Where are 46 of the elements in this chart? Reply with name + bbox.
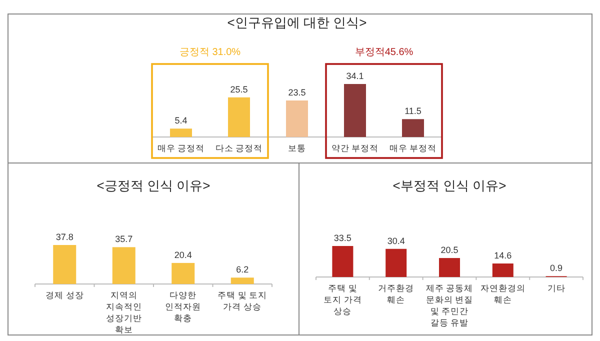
data-label: 25.5 (230, 84, 248, 94)
bar (402, 119, 424, 137)
data-label: 11.5 (404, 106, 422, 116)
x-tick-label: 다소 긍정적 (215, 143, 263, 153)
bar (492, 263, 514, 277)
bar (332, 246, 354, 277)
x-tick-label: 주택 및 토지 가격 상승 (218, 290, 268, 312)
bar (112, 247, 136, 284)
bar (230, 278, 254, 284)
text: 부정적45.6% (354, 47, 414, 58)
chart-title: <부정적 인식 이유> (392, 178, 506, 193)
x-tick-label: 자연환경의 훼손 (480, 283, 526, 304)
data-label: 0.9 (550, 263, 563, 274)
x-tick-label: 보통 (288, 143, 306, 153)
chart-title: <인구유입에 대한 인식> (227, 15, 367, 30)
x-tick-label: 기타 (547, 283, 566, 293)
bar (344, 84, 366, 137)
bar (286, 100, 308, 137)
bar (386, 248, 407, 277)
data-label: 33.5 (334, 233, 352, 243)
data-label: 37.8 (56, 232, 74, 242)
bar (228, 97, 250, 137)
x-tick-label: 제주 공동체 문화의 변질 및 주민간 갈등 유발 (426, 283, 474, 328)
bar (53, 245, 76, 284)
text: 긍정적 31.0% (179, 47, 241, 58)
bar (172, 262, 195, 284)
data-label: 30.4 (387, 236, 405, 246)
data-label: 23.5 (288, 87, 306, 98)
x-tick-label: 다양한 인적자원 확충 (165, 290, 202, 323)
x-tick-label: 매우 부정적 (389, 143, 437, 153)
data-label: 35.7 (115, 234, 133, 244)
x-tick-label: 매우 긍정적 (157, 143, 205, 153)
x-tick-label: 약간 부정적 (331, 143, 379, 153)
data-label: 5.4 (174, 116, 188, 126)
x-tick-label: 주택 및 토지 가격 상승 (324, 283, 362, 316)
data-label: 20.5 (440, 245, 458, 256)
chart-title: <긍정적 인식 이유> (96, 178, 210, 193)
x-tick-label: 거주환경 훼손 (378, 283, 414, 304)
x-tick-label: 경제 성장 (45, 290, 84, 300)
data-label: 14.6 (494, 250, 512, 260)
x-tick-label: 지역의 지속적인 성장기반 확보 (106, 290, 142, 334)
data-label: 34.1 (346, 71, 364, 81)
bar (439, 258, 460, 277)
data-label: 20.4 (174, 250, 192, 260)
data-label: 6.2 (236, 264, 249, 275)
bar (170, 128, 192, 137)
